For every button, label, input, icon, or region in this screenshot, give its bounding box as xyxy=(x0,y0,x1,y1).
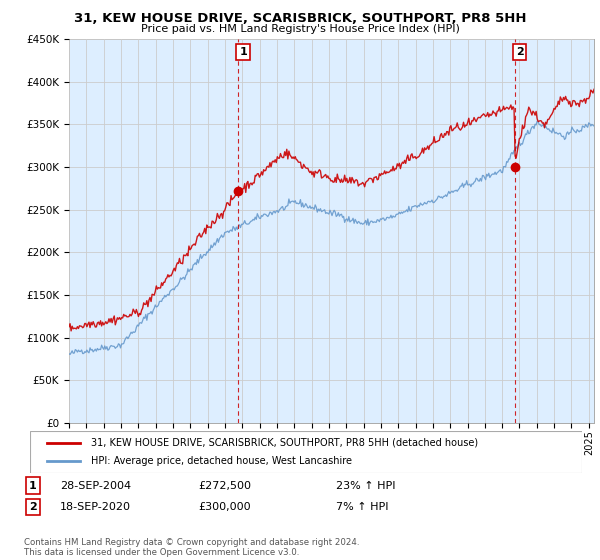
Text: 31, KEW HOUSE DRIVE, SCARISBRICK, SOUTHPORT, PR8 5HH (detached house): 31, KEW HOUSE DRIVE, SCARISBRICK, SOUTHP… xyxy=(91,438,478,448)
Text: £272,500: £272,500 xyxy=(198,480,251,491)
Text: 18-SEP-2020: 18-SEP-2020 xyxy=(60,502,131,512)
Text: £300,000: £300,000 xyxy=(198,502,251,512)
Text: 28-SEP-2004: 28-SEP-2004 xyxy=(60,480,131,491)
Text: HPI: Average price, detached house, West Lancashire: HPI: Average price, detached house, West… xyxy=(91,456,352,466)
Text: 7% ↑ HPI: 7% ↑ HPI xyxy=(336,502,389,512)
Text: Price paid vs. HM Land Registry's House Price Index (HPI): Price paid vs. HM Land Registry's House … xyxy=(140,24,460,34)
Text: 2: 2 xyxy=(29,502,37,512)
Text: 23% ↑ HPI: 23% ↑ HPI xyxy=(336,480,395,491)
Text: 1: 1 xyxy=(239,47,247,57)
Text: Contains HM Land Registry data © Crown copyright and database right 2024.
This d: Contains HM Land Registry data © Crown c… xyxy=(24,538,359,557)
Text: 2: 2 xyxy=(516,47,524,57)
Text: 31, KEW HOUSE DRIVE, SCARISBRICK, SOUTHPORT, PR8 5HH: 31, KEW HOUSE DRIVE, SCARISBRICK, SOUTHP… xyxy=(74,12,526,25)
Text: 1: 1 xyxy=(29,480,37,491)
FancyBboxPatch shape xyxy=(30,431,582,473)
